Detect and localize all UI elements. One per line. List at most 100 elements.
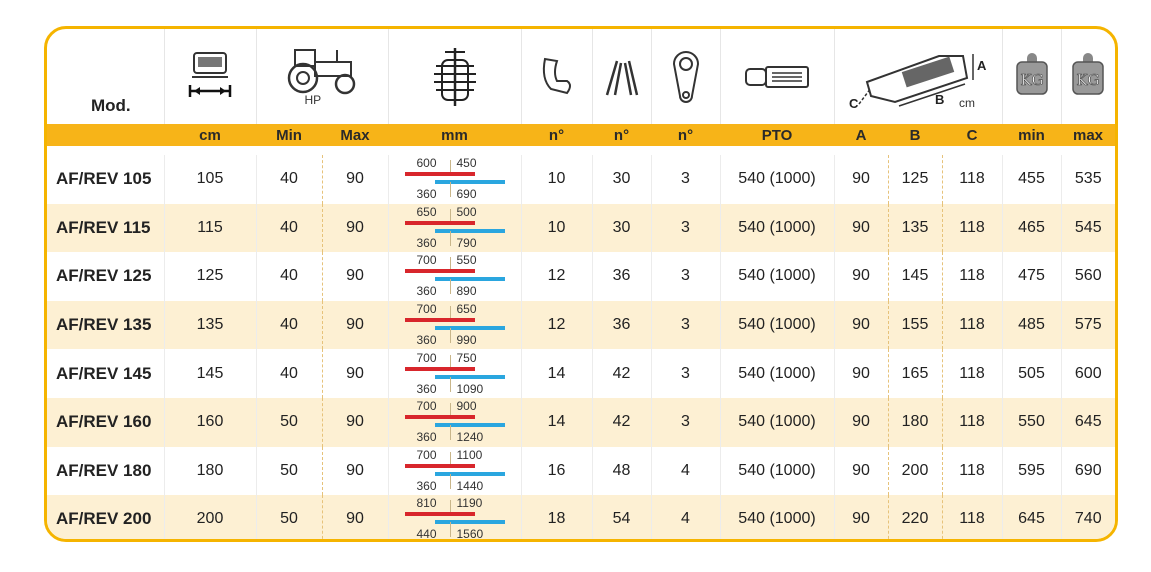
flail-knives-icon	[591, 29, 651, 124]
belts-count: 3	[650, 397, 720, 447]
rotor-blue-bar	[434, 277, 505, 282]
rotor-bottom-left: 360	[416, 333, 437, 348]
rotor-top-left: 810	[416, 496, 437, 511]
rotor-red-bar	[404, 269, 475, 274]
weight-min: 465	[1001, 203, 1062, 253]
table-row: AF/REV 200 200 50 90 810 1190 440 1560 18 54 4 540 …	[47, 495, 1115, 542]
rotor-top-left: 650	[416, 204, 437, 219]
dimension-a: 90	[833, 397, 888, 447]
rotor-tick	[449, 230, 451, 246]
rotor-blue-bar	[434, 520, 505, 525]
rotor-tick	[449, 403, 451, 418]
rotor-bottom-left: 360	[416, 478, 437, 493]
dimension-a: 90	[833, 155, 888, 204]
belts-count: 3	[650, 349, 720, 398]
weight-max-icon: KG	[1060, 29, 1115, 124]
table-row: AF/REV 125 125 40 90 700 550 360 890 12 36 3 540 (1…	[47, 252, 1115, 301]
rotor-range-graphic: 810 1190 440 1560	[404, 496, 505, 542]
rotor-bottom-left: 440	[416, 527, 437, 542]
spec-table: Mod.	[47, 29, 1115, 542]
dimension-a: 90	[833, 495, 888, 539]
rotor-tick	[449, 376, 451, 392]
model-column-header: Mod.	[91, 96, 131, 115]
rotor-range-graphic: 650 500 360 790	[404, 204, 505, 251]
rotor-tick	[449, 500, 451, 515]
belts-count: 3	[650, 155, 720, 204]
rotor-tick	[449, 182, 451, 198]
dimension-c: 118	[941, 155, 1003, 204]
unit-cell: Max	[322, 124, 388, 146]
knives-count: 48	[591, 446, 651, 496]
knives-count: 42	[591, 349, 651, 398]
rotor-bottom-right: 1440	[456, 478, 484, 493]
rotor-tick	[449, 522, 451, 538]
rotor-tick	[449, 328, 451, 344]
dimension-b: 135	[887, 203, 942, 253]
rotor-bottom-left: 360	[416, 284, 437, 299]
belts-count: 3	[650, 252, 720, 301]
rotor-bottom-right: 690	[456, 187, 477, 202]
rotor-bottom-right: 990	[456, 333, 477, 348]
spacer	[47, 146, 1115, 155]
hp-max-value: 90	[321, 252, 388, 301]
rotor-red-bar	[404, 415, 475, 420]
blades-count: 18	[520, 495, 592, 539]
hp-max-value: 90	[321, 446, 388, 496]
working-width-value: 145	[163, 349, 256, 398]
rotor-bottom-right: 890	[456, 284, 477, 299]
rotor-bottom-right: 1090	[456, 381, 484, 396]
model-name: AF/REV 180	[47, 446, 164, 496]
knives-count: 30	[591, 203, 651, 253]
belts-count: 4	[650, 446, 720, 496]
dimension-c: 118	[941, 203, 1003, 253]
weight-min: 505	[1001, 349, 1062, 398]
belt-pulley-icon	[650, 29, 720, 124]
hp-min-value: 50	[255, 397, 322, 447]
dimension-c: 118	[941, 446, 1003, 496]
unit-cell: mm	[388, 124, 521, 146]
pto-speed: 540 (1000)	[719, 155, 834, 204]
weight-max: 535	[1060, 155, 1115, 204]
model-name: AF/REV 135	[47, 300, 164, 350]
hp-min-value: 40	[255, 349, 322, 398]
kg-label: KG	[1077, 71, 1100, 89]
rotor-bottom-left: 360	[416, 187, 437, 202]
rotor-blue-bar	[434, 374, 505, 379]
working-width-value: 125	[163, 252, 256, 301]
rotor-top-right: 650	[456, 302, 477, 317]
rotor-red-bar	[404, 512, 475, 517]
dimension-a: 90	[833, 300, 888, 350]
weight-min: 475	[1001, 252, 1062, 301]
rotor-range-graphic: 600 450 360 690	[404, 156, 505, 202]
working-width-icon	[163, 29, 256, 124]
knives-count: 30	[591, 155, 651, 204]
belts-count: 4	[650, 495, 720, 539]
unit-cell: B	[888, 124, 942, 146]
blades-count: 10	[520, 155, 592, 204]
dimension-b: 145	[887, 252, 942, 301]
icon-header-row: Mod.	[47, 29, 1115, 124]
rotor-range-graphic: 700 550 360 890	[404, 253, 505, 299]
table-row: AF/REV 145 145 40 90 700 750 360 1090 14 42 3 540 (…	[47, 349, 1115, 398]
rotor-tick	[449, 451, 451, 466]
rotor-blue-bar	[434, 471, 505, 476]
rotor-tick	[449, 257, 451, 272]
belts-count: 3	[650, 203, 720, 253]
rotor-blue-bar	[434, 326, 505, 331]
weight-min: 595	[1001, 446, 1062, 496]
rotor-bottom-right: 1240	[456, 430, 484, 445]
pto-speed: 540 (1000)	[719, 300, 834, 350]
pto-shaft-icon	[719, 29, 834, 124]
dimension-c: 118	[941, 349, 1003, 398]
rotor-red-bar	[404, 318, 475, 323]
table-row: AF/REV 180 180 50 90 700 1100 360 1440 16 48 4 540 …	[47, 446, 1115, 496]
rotor-top-right: 1190	[456, 496, 483, 511]
rotor-range-cell: 700 550 360 890	[387, 252, 521, 301]
dimension-a: 90	[833, 252, 888, 301]
unit-cell: n°	[521, 124, 592, 146]
rotor-range-cell: 600 450 360 690	[387, 155, 521, 204]
spec-table-frame: Mod.	[44, 26, 1118, 542]
working-width-value: 115	[163, 203, 256, 253]
rotor-range-cell: 810 1190 440 1560	[387, 495, 521, 542]
blades-count: 10	[520, 203, 592, 253]
